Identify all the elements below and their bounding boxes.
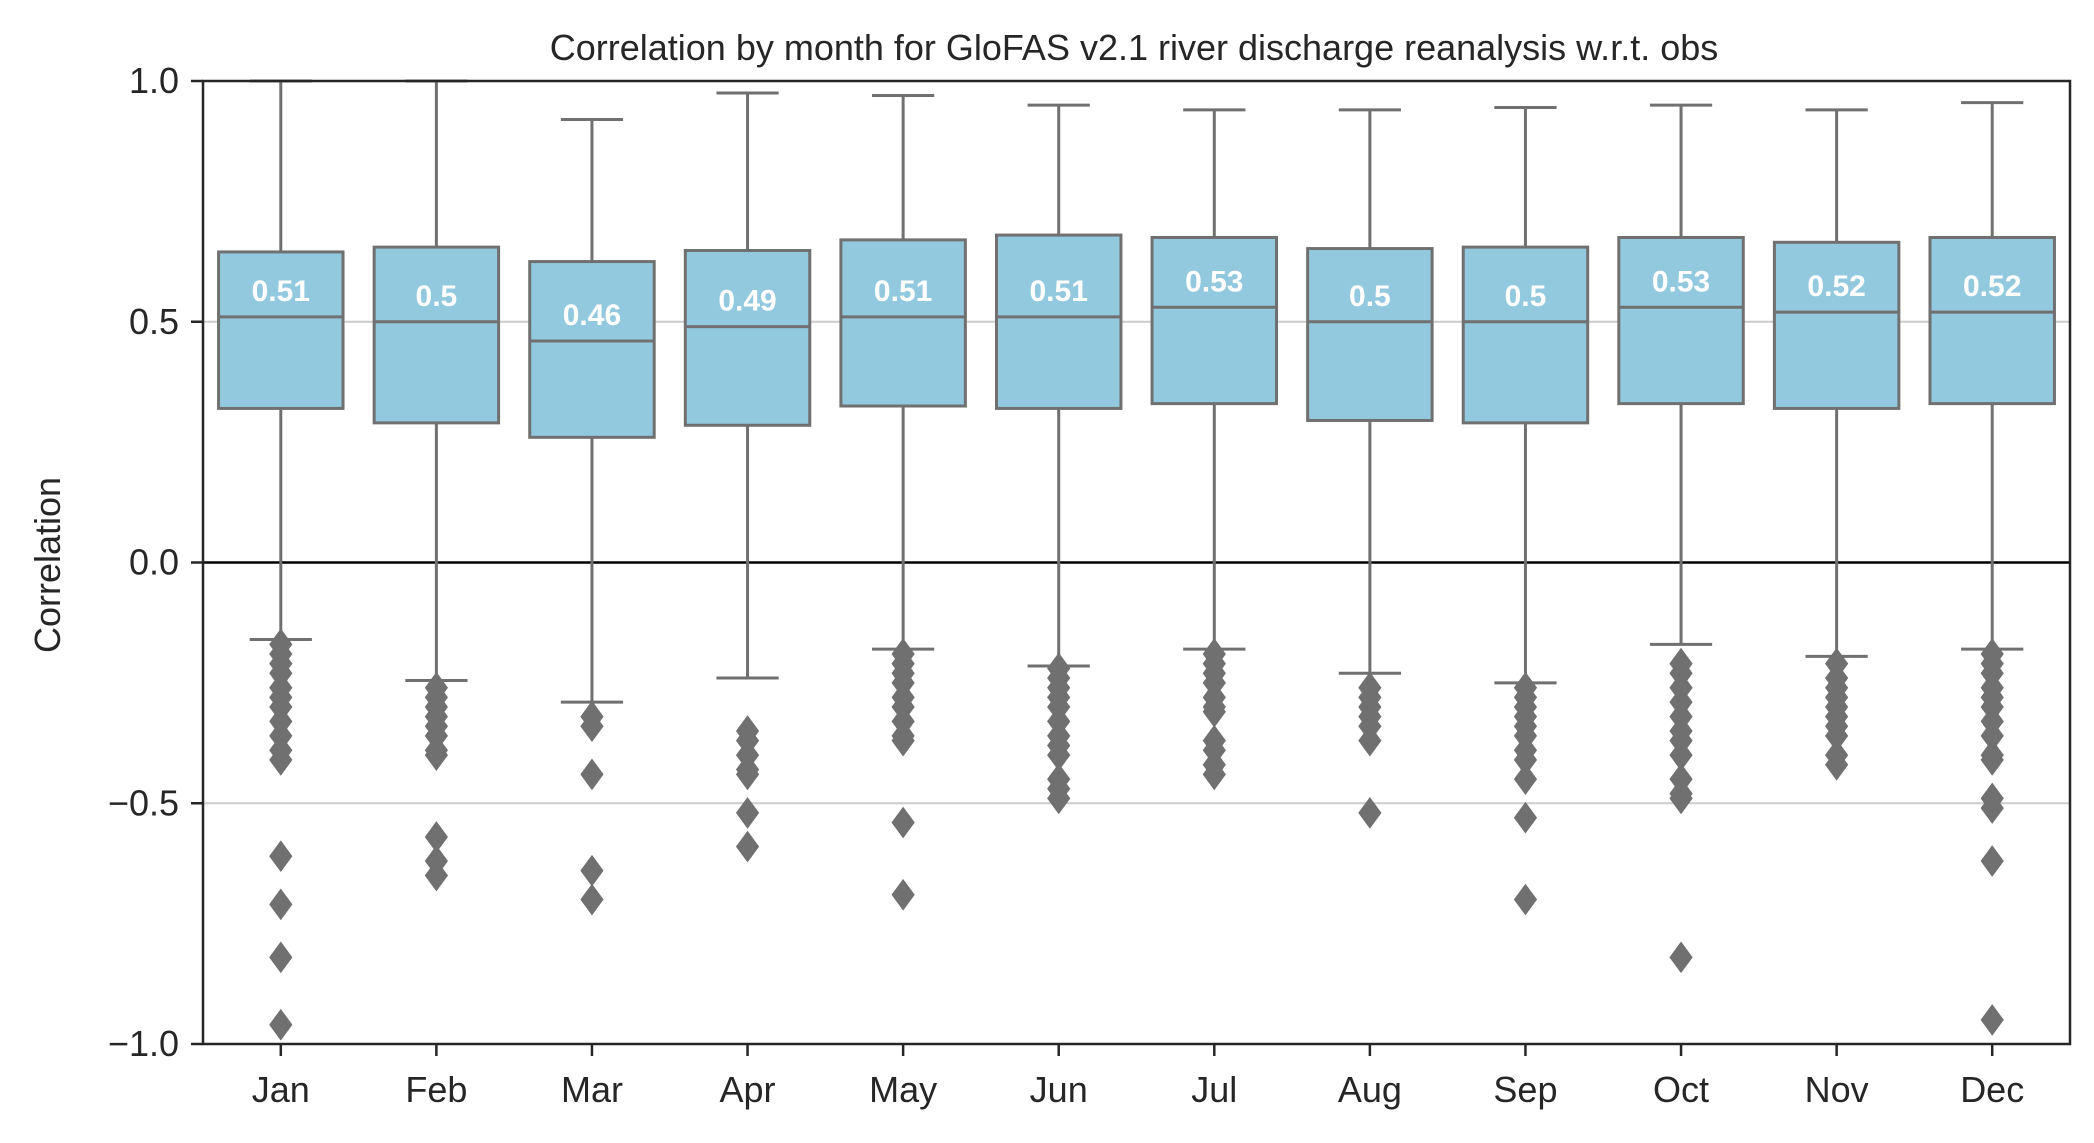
outlier-point [891,724,915,757]
box-apr: 0.49 [683,91,812,863]
y-tick-label: 1.0 [129,60,179,101]
outlier-point [580,883,604,916]
median-label: 0.52 [1807,270,1865,303]
x-tick-label: Dec [1960,1069,2024,1110]
box-body [839,238,967,408]
median-label: 0.49 [718,285,776,318]
box-sep: 0.5 [1461,105,1590,916]
box-may: 0.51 [839,93,967,911]
box-body [217,250,345,410]
outlier-point [1825,748,1849,781]
box-nov: 0.52 [1772,108,1901,781]
x-tick-label: Apr [720,1069,776,1110]
x-tick-label: Sep [1493,1069,1557,1110]
median-label: 0.5 [416,280,458,313]
outlier-point [735,830,760,863]
outlier-point [269,744,293,776]
outlier-point [735,758,760,791]
x-tick-label: May [869,1069,937,1110]
outlier-point [891,878,915,911]
median-label: 0.5 [1349,280,1391,313]
box-body [1928,235,2056,406]
x-tick-label: Jul [1191,1069,1237,1110]
box-oct: 0.53 [1617,103,1745,974]
box-body [1150,235,1279,406]
box-body [1617,235,1745,406]
box-body [1461,245,1590,425]
y-axis-label: Correlation [27,477,68,653]
outlier-point [735,797,760,829]
outlier-point [269,941,293,974]
box-dec: 0.52 [1928,101,2056,1036]
outlier-point [580,758,604,791]
box-jan: 0.51 [217,79,345,1041]
box-layer: 0.51 0.5 0.46 0.49 0.51 0.51 0.53 0.5 0.5 0.53 0.5… [217,79,2056,1041]
box-feb: 0.5 [372,79,501,892]
box-mar: 0.46 [528,118,656,916]
median-label: 0.51 [1030,275,1088,308]
y-tick-label: −1.0 [108,1023,179,1064]
x-tick-label: Feb [405,1069,467,1110]
x-tick-label: Aug [1338,1069,1402,1110]
outlier-point [1047,782,1071,815]
box-body [1306,247,1434,422]
outlier-point [1513,763,1538,796]
median-label: 0.53 [1185,265,1243,298]
median-label: 0.46 [563,299,621,332]
outlier-point [580,710,604,743]
outlier-point [1669,941,1693,974]
box-jun: 0.51 [994,103,1123,815]
outlier-point [1513,801,1538,834]
outlier-point [1202,758,1226,791]
outlier-point [891,806,915,839]
outlier-point [1980,744,2004,776]
grid-layer [203,320,2070,805]
box-aug: 0.5 [1306,108,1434,829]
x-tick-label: Jan [252,1069,310,1110]
median-label: 0.5 [1505,280,1547,313]
y-tick-label: −0.5 [108,782,179,823]
outlier-point [1980,792,2004,824]
outlier-point [1980,845,2004,877]
outlier-point [1513,883,1538,916]
median-label: 0.53 [1652,265,1710,298]
outlier-point [424,739,448,771]
x-tick-label: Oct [1653,1069,1709,1110]
outlier-point [269,840,293,873]
outlier-point [1669,782,1693,815]
box-body [372,245,501,425]
outlier-point [269,888,293,921]
median-label: 0.52 [1963,270,2021,303]
outlier-point [269,1008,293,1041]
outlier-point [1358,724,1382,757]
x-tick-label: Jun [1030,1069,1088,1110]
median-label: 0.51 [252,275,310,308]
box-body [1772,240,1901,410]
y-tick-label: 0.5 [129,301,179,342]
chart-title: Correlation by month for GloFAS v2.1 riv… [550,27,1719,68]
y-tick-label: 0.0 [129,542,179,583]
median-label: 0.51 [874,275,932,308]
box-body [528,260,656,439]
box-jul: 0.53 [1150,108,1279,791]
box-body [683,248,812,427]
box-body [994,233,1123,410]
outlier-point [424,859,448,892]
x-tick-label: Mar [561,1069,623,1110]
axis-layer: −1.0 −0.5 0.0 0.5 1.0 Jan Feb Mar Apr May Jun Jul Au… [108,60,2072,1110]
outlier-point [580,854,604,887]
outlier-point [1358,797,1382,829]
outlier-point [1980,1004,2004,1036]
x-tick-label: Nov [1805,1069,1869,1110]
